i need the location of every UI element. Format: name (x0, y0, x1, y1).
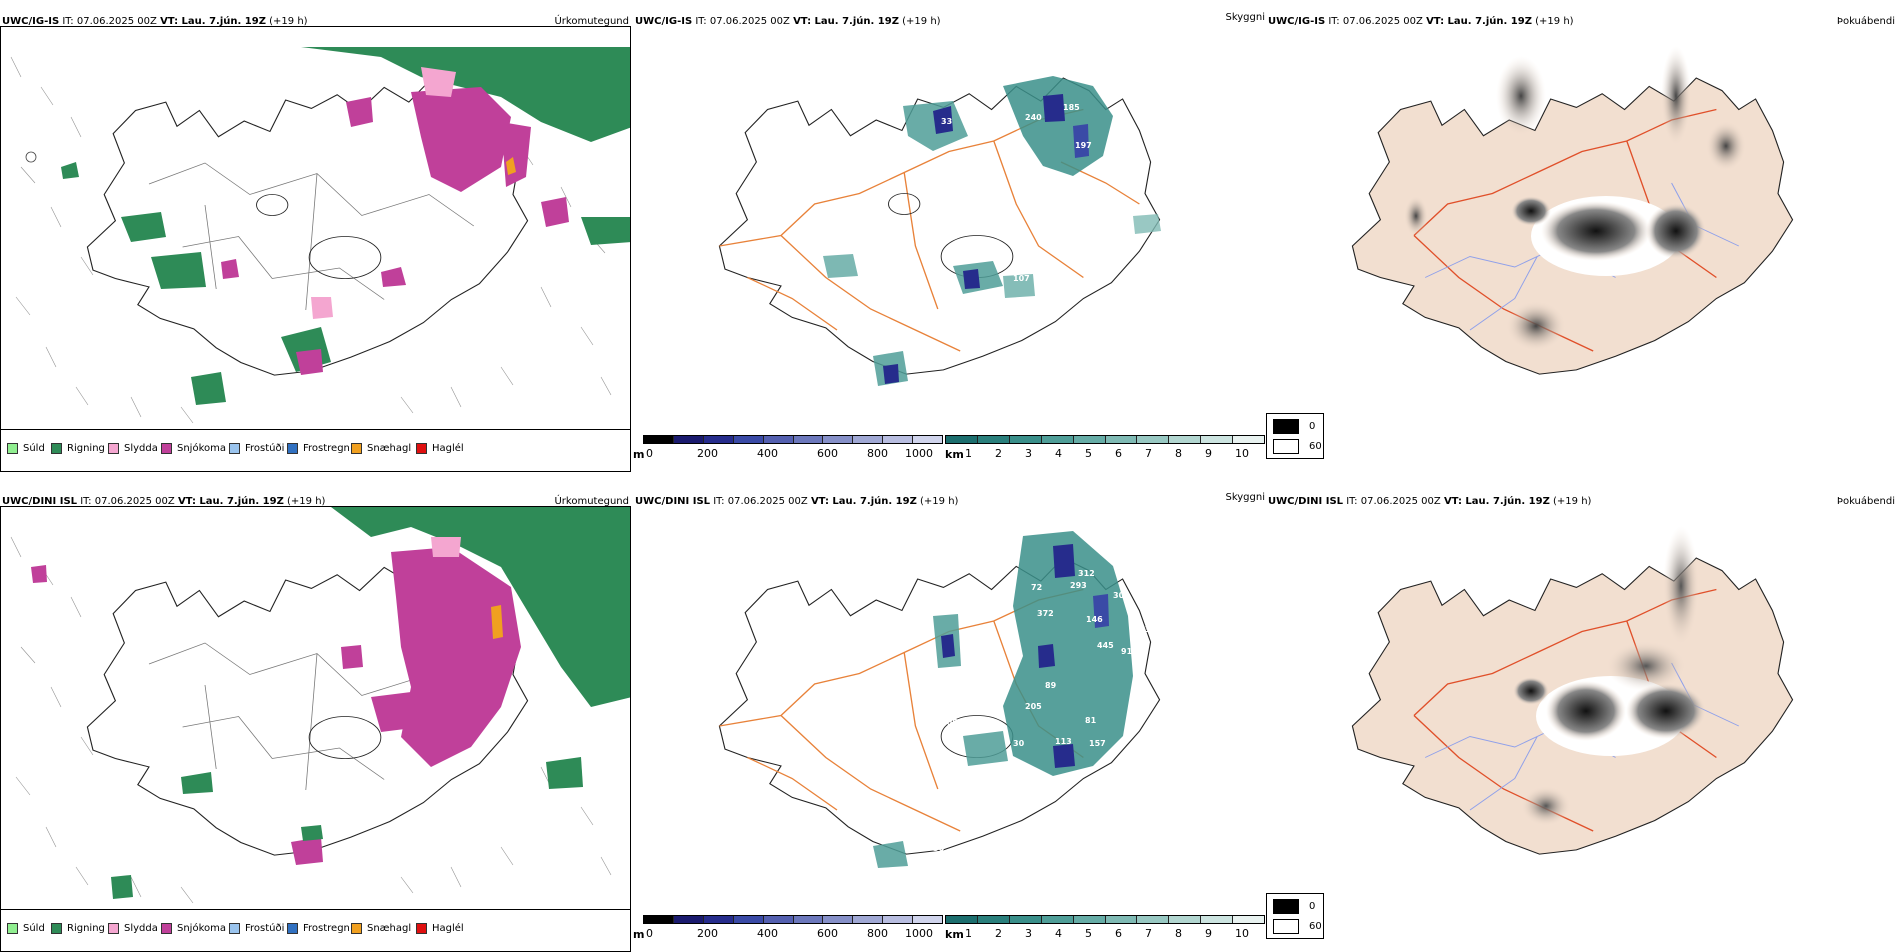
legend-item: Snæhagl (351, 923, 411, 934)
svg-text:13: 13 (1055, 273, 1066, 282)
svg-text:89: 89 (1045, 681, 1057, 690)
svg-text:646: 646 (1095, 169, 1112, 178)
visibility-value-labels: 185 33 240 602 197 70 646 72 31 114 107 … (913, 103, 1140, 400)
visibility-map: 312 72 293 309 372 146 132 445 915 89 48… (633, 506, 1265, 926)
precip-panel-row2: UWC/DINI ISL IT: 07.06.2025 00Z VT: Lau.… (0, 490, 632, 952)
svg-text:132: 132 (1139, 625, 1156, 634)
fog-key-row2: 0 60 (1266, 893, 1324, 939)
svg-text:72: 72 (1031, 583, 1042, 592)
km-colorbar-row2: km 1 2 3 4 5 6 7 8 9 10 (945, 915, 1265, 945)
legend-swatch (229, 443, 240, 454)
svg-text:445: 445 (1097, 641, 1114, 650)
svg-text:70: 70 (1128, 157, 1140, 166)
legend-swatch (51, 923, 62, 934)
panel-label: Skyggni (1225, 12, 1265, 23)
legend-item: Súld (7, 443, 45, 454)
legend-item: Snjókoma (161, 443, 226, 454)
legend-swatch (416, 923, 427, 934)
legend-item: Frostregn (287, 443, 350, 454)
legend-swatch (161, 443, 172, 454)
svg-text:105: 105 (941, 718, 958, 727)
svg-text:72: 72 (1122, 179, 1133, 188)
svg-text:33: 33 (941, 117, 952, 126)
svg-text:48: 48 (939, 681, 951, 690)
fog-key-row1: 0 60 (1266, 413, 1324, 459)
svg-text:113: 113 (1055, 737, 1072, 746)
legend-item: Slydda (108, 443, 158, 454)
legend-item: Rigning (51, 923, 105, 934)
visibility-panel-row2: UWC/DINI ISL IT: 07.06.2025 00Z VT: Lau.… (633, 490, 1265, 952)
panel-label: Skyggni (1225, 492, 1265, 503)
svg-text:915: 915 (1121, 647, 1138, 656)
precip-map (0, 506, 631, 910)
legend-item: Snjókoma (161, 923, 226, 934)
panel-title: UWC/IG-IS IT: 07.06.2025 00Z VT: Lau. 7.… (1268, 16, 1574, 27)
legend-swatch (161, 923, 172, 934)
precip-legend: Súld Rigning Slydda Snjókoma Frostúði Fr… (0, 910, 631, 952)
fog-panel-row1: UWC/IG-IS IT: 07.06.2025 00Z VT: Lau. 7.… (1266, 10, 1898, 472)
legend-item: Haglél (416, 443, 464, 454)
legend-item: Frostúði (229, 443, 284, 454)
svg-text:293: 293 (1070, 581, 1087, 590)
svg-text:146: 146 (1086, 615, 1103, 624)
legend-item: Frostúði (229, 923, 284, 934)
svg-text:30: 30 (913, 354, 925, 363)
visibility-panel-row1: UWC/IG-IS IT: 07.06.2025 00Z VT: Lau. 7.… (633, 10, 1265, 472)
svg-text:197: 197 (1075, 141, 1092, 150)
svg-text:30: 30 (1013, 739, 1025, 748)
svg-text:205: 205 (1025, 702, 1042, 711)
legend-item: Súld (7, 923, 45, 934)
legend-item: Snæhagl (351, 443, 411, 454)
legend-swatch (108, 443, 119, 454)
legend-swatch (287, 923, 298, 934)
svg-text:372: 372 (1037, 609, 1054, 618)
svg-text:36: 36 (929, 873, 941, 882)
legend-swatch (351, 923, 362, 934)
svg-text:114: 114 (945, 256, 962, 265)
legend-item: Rigning (51, 443, 105, 454)
visibility-value-labels: 312 72 293 309 372 146 132 445 915 89 48… (929, 569, 1156, 882)
legend-item: Haglél (416, 923, 464, 934)
legend-swatch (229, 923, 240, 934)
legend-swatch (51, 443, 62, 454)
legend-swatch (287, 443, 298, 454)
precip-map (0, 26, 631, 430)
svg-text:157: 157 (1089, 739, 1106, 748)
svg-text:31: 31 (1047, 224, 1059, 233)
legend-item: Slydda (108, 923, 158, 934)
svg-text:107: 107 (1013, 274, 1030, 283)
height-colorbar-row2: m 0 200 400 600 800 1000 (633, 915, 943, 945)
fog-panel-row2: UWC/DINI ISL IT: 07.06.2025 00Z VT: Lau.… (1266, 490, 1898, 952)
panel-label: Úrkomutegund (554, 16, 629, 27)
svg-text:602: 602 (1117, 119, 1134, 128)
visibility-map: 185 33 240 602 197 70 646 72 31 114 107 … (633, 26, 1265, 446)
legend-swatch (351, 443, 362, 454)
svg-text:185: 185 (1063, 103, 1080, 112)
panel-label: Úrkomutegund (554, 496, 629, 507)
panel-label: Þokuábendi (1836, 16, 1895, 27)
panel-title: UWC/IG-IS IT: 07.06.2025 00Z VT: Lau. 7.… (2, 16, 308, 27)
fog-map (1266, 506, 1898, 926)
svg-text:309: 309 (1113, 591, 1130, 600)
panel-title: UWC/DINI ISL IT: 07.06.2025 00Z VT: Lau.… (1268, 496, 1592, 507)
svg-text:30: 30 (933, 844, 945, 853)
legend-swatch (7, 443, 18, 454)
svg-text:240: 240 (1025, 113, 1042, 122)
km-colorbar-row1: km 1 2 3 4 5 6 7 8 9 10 (945, 435, 1265, 465)
panel-title: UWC/DINI ISL IT: 07.06.2025 00Z VT: Lau.… (635, 496, 959, 507)
legend-swatch (7, 923, 18, 934)
fog-map (1266, 26, 1898, 446)
height-colorbar-row1: m 0 200 400 600 800 1000 (633, 435, 943, 465)
legend-item: Frostregn (287, 923, 350, 934)
legend-swatch (416, 443, 427, 454)
svg-text:81: 81 (1085, 716, 1097, 725)
precip-panel-row1: UWC/IG-IS IT: 07.06.2025 00Z VT: Lau. 7.… (0, 10, 632, 472)
panel-title: UWC/IG-IS IT: 07.06.2025 00Z VT: Lau. 7.… (635, 16, 941, 27)
panel-title: UWC/DINI ISL IT: 07.06.2025 00Z VT: Lau.… (2, 496, 326, 507)
panel-label: Þokuábendi (1836, 496, 1895, 507)
precip-legend: Súld Rigning Slydda Snjókoma Frostúði Fr… (0, 430, 631, 472)
svg-text:312: 312 (1078, 569, 1095, 578)
svg-text:65: 65 (931, 391, 943, 400)
legend-swatch (108, 923, 119, 934)
